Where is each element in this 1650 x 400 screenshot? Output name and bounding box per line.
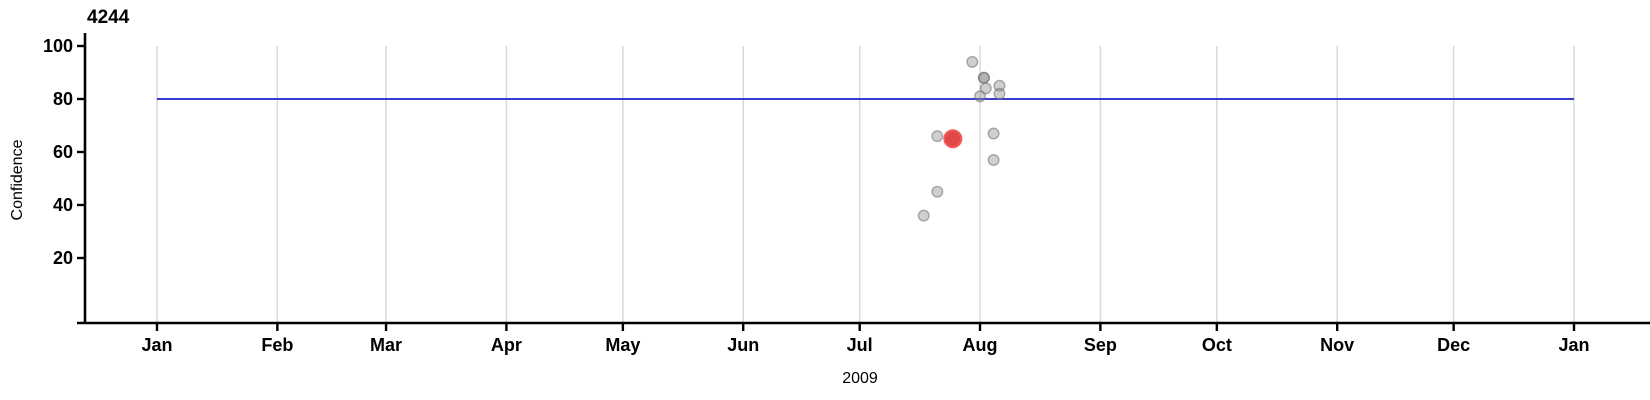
data-point <box>974 90 987 103</box>
chart-title: 4244 <box>87 7 130 28</box>
x-tick-label: Oct <box>1202 335 1232 355</box>
y-tick-label: 80 <box>53 89 73 109</box>
data-point <box>966 55 979 68</box>
x-tick-label: Aug <box>963 335 998 355</box>
data-point <box>931 185 944 198</box>
data-point <box>917 209 930 222</box>
x-tick-label: Jun <box>727 335 759 355</box>
data-point <box>987 153 1000 166</box>
y-tick-label: 100 <box>43 36 73 56</box>
x-tick-label: Nov <box>1320 335 1354 355</box>
x-tick-label: Jul <box>847 335 873 355</box>
highlighted-data-point <box>943 129 963 149</box>
x-tick-label: Dec <box>1437 335 1470 355</box>
data-point <box>987 127 1000 140</box>
gridlines-layer <box>156 46 1575 322</box>
axes-layer <box>77 33 1650 325</box>
y-tick-label: 20 <box>53 248 73 268</box>
x-tick-label: Mar <box>370 335 402 355</box>
y-tick-label: 60 <box>53 142 73 162</box>
x-tick-label: Jan <box>141 335 172 355</box>
x-tick-label: Jan <box>1558 335 1589 355</box>
data-point <box>979 82 992 95</box>
tick-labels-layer: Jan Feb Mar Apr May Jun Jul Aug Sep Oct Nov Dec Jan 2… <box>43 36 1590 355</box>
x-axis-label: 2009 <box>842 370 878 387</box>
x-tick-label: Apr <box>491 335 522 355</box>
x-tick-label: May <box>605 335 640 355</box>
x-tick-label: Feb <box>261 335 293 355</box>
data-point <box>993 87 1006 100</box>
data-point <box>977 71 990 84</box>
x-tick-label: Sep <box>1084 335 1117 355</box>
data-point <box>931 130 944 143</box>
data-points-layer <box>917 55 1006 222</box>
y-axis-label: Confidence <box>9 139 26 220</box>
y-tick-label: 40 <box>53 195 73 215</box>
